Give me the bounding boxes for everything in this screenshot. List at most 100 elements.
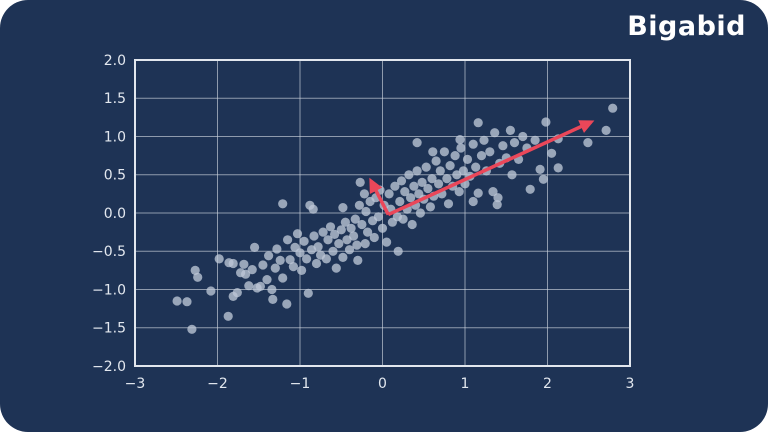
scatter-point <box>400 187 410 197</box>
scatter-point <box>346 223 356 233</box>
scatter-point <box>328 246 338 256</box>
scatter-point <box>297 265 307 275</box>
scatter-point <box>360 239 370 249</box>
principal-component-2-arrow <box>369 177 390 216</box>
scatter-point <box>468 139 478 149</box>
x-tick-label: 3 <box>626 376 635 392</box>
scatter-point <box>485 147 495 157</box>
x-tick-label: −3 <box>125 376 146 392</box>
scatter-point <box>509 138 520 148</box>
scatter-point <box>241 269 251 279</box>
scatter-point <box>270 263 280 273</box>
scatter-point <box>409 181 419 191</box>
scatter-point <box>355 177 365 187</box>
scatter-point <box>288 262 298 272</box>
scatter-point <box>498 141 508 151</box>
scatter-point <box>363 227 373 237</box>
scatter-point <box>331 263 341 273</box>
scatter-point <box>349 231 359 241</box>
scatter-point <box>255 281 265 291</box>
scatter-point <box>340 217 350 227</box>
scatter-point <box>396 176 407 186</box>
scatter-point <box>525 184 535 194</box>
scatter-point <box>412 138 422 148</box>
scatter-point <box>435 166 445 176</box>
scatter-point <box>553 163 563 173</box>
scatter-point <box>425 202 435 212</box>
scatter-point <box>450 151 460 161</box>
scatter-point <box>404 170 414 180</box>
x-tick-label: 1 <box>461 376 470 392</box>
scatter-point <box>264 251 274 261</box>
scatter-point <box>303 288 313 298</box>
scatter-point <box>541 117 551 127</box>
scatter-point <box>214 254 224 264</box>
scatter-point <box>601 125 611 135</box>
scatter-point <box>443 199 454 209</box>
scatter-point <box>445 161 455 171</box>
scatter-point <box>182 297 192 307</box>
scatter-point <box>428 147 438 157</box>
scatter-point <box>223 311 233 321</box>
scatter-point <box>538 174 549 184</box>
x-tick-label: 2 <box>543 376 552 392</box>
scatter-point <box>285 255 295 265</box>
scatter-point <box>282 299 292 309</box>
scatter-point <box>357 219 367 230</box>
scatter-point <box>313 242 323 252</box>
scatter-point <box>172 296 182 306</box>
plot-border <box>134 59 631 367</box>
x-tick-label: 0 <box>378 376 387 392</box>
scatter-point <box>309 231 319 241</box>
scatter-point <box>311 258 322 269</box>
scatter-point <box>406 193 416 203</box>
scatter-point <box>361 206 371 217</box>
scatter-point <box>318 227 328 237</box>
scatter-point <box>454 187 464 197</box>
scatter-point <box>530 135 540 145</box>
scatter-point <box>244 281 254 291</box>
y-tick-label: −0.5 <box>92 244 126 260</box>
scatter-point <box>302 254 312 264</box>
principal-component-1-arrow <box>387 120 595 217</box>
scatter-point <box>377 223 388 233</box>
scatter-point <box>407 219 417 230</box>
scatter-point <box>323 235 333 245</box>
scatter-point <box>479 135 489 145</box>
scatter-point <box>421 162 431 172</box>
scatter-point <box>390 181 400 191</box>
y-tick-label: −1.5 <box>92 321 126 337</box>
scatter-point <box>190 265 200 275</box>
scatter-point <box>427 174 437 184</box>
scatter-point <box>334 239 344 249</box>
scatter-point <box>395 196 405 207</box>
scatter-point <box>344 245 355 255</box>
y-tick-label: 0.0 <box>104 206 126 222</box>
x-tick-label: −2 <box>207 376 228 392</box>
scatter-point <box>462 154 473 164</box>
scatter-point <box>384 189 394 199</box>
scatter-point <box>488 187 498 197</box>
scatter-point <box>295 248 305 258</box>
scatter-point <box>278 199 288 209</box>
scatter-point <box>275 255 285 265</box>
scatter-point <box>352 240 362 250</box>
scatter-point <box>398 214 408 224</box>
scatter-point <box>518 131 528 142</box>
scatter-point <box>292 229 303 239</box>
scatter-point <box>325 222 336 232</box>
scatter-point <box>353 255 363 265</box>
y-tick-label: 1.5 <box>104 91 126 107</box>
scatter-point <box>471 162 481 172</box>
scatter-point <box>336 225 346 235</box>
scatter-point <box>415 208 425 218</box>
scatter-point <box>187 324 197 334</box>
scatter-point <box>439 147 449 157</box>
scatter-point <box>434 179 444 189</box>
scatter-point <box>490 128 500 138</box>
scatter-point <box>458 166 468 176</box>
scatter-point <box>382 237 392 247</box>
scatter-point <box>228 258 238 269</box>
y-tick-label: 0.5 <box>104 168 126 184</box>
